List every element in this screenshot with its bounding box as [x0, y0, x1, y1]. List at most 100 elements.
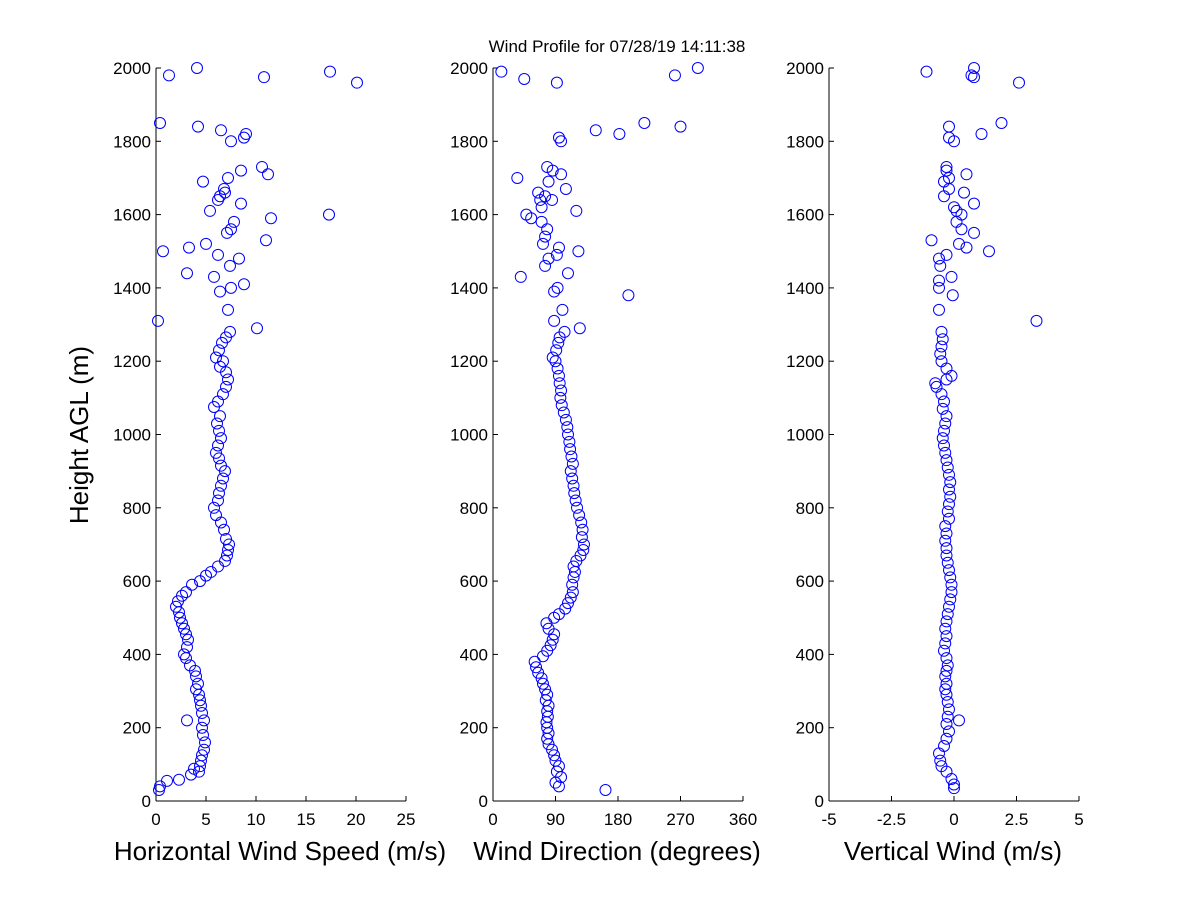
x-tick-label: 0 — [151, 810, 160, 829]
x-tick-label: -2.5 — [877, 810, 906, 829]
data-point — [940, 549, 953, 562]
data-point — [194, 694, 206, 707]
data-point — [960, 168, 973, 181]
data-point — [566, 586, 579, 599]
data-point — [572, 245, 585, 258]
data-point — [983, 245, 995, 258]
data-point — [557, 406, 570, 419]
data-point — [940, 664, 953, 677]
data-point — [556, 303, 569, 316]
data-point — [933, 747, 945, 760]
data-point — [943, 171, 955, 184]
data-point — [514, 270, 527, 283]
x-tick-label: 15 — [297, 810, 316, 829]
data-point — [567, 560, 580, 573]
data-point — [940, 248, 953, 261]
y-tick-label: 200 — [123, 719, 151, 738]
y-tick-label: 1800 — [113, 132, 151, 151]
data-point — [217, 355, 229, 368]
data-point — [943, 483, 955, 496]
y-tick-label: 2000 — [450, 59, 488, 78]
data-point — [968, 71, 980, 84]
data-point — [542, 622, 555, 635]
y-tick-label: 1400 — [450, 279, 488, 298]
data-point — [929, 377, 942, 390]
data-point — [933, 252, 945, 265]
data-point — [940, 677, 953, 690]
y-tick-label: 1800 — [786, 132, 824, 151]
data-point — [532, 666, 545, 679]
data-point — [213, 452, 225, 465]
data-point — [549, 355, 562, 368]
data-point — [941, 659, 954, 672]
data-point — [975, 127, 988, 140]
data-point — [225, 135, 237, 148]
data-point — [943, 564, 955, 577]
data-point — [943, 600, 955, 613]
data-point — [577, 543, 590, 556]
data-point — [215, 459, 227, 472]
data-point — [940, 718, 953, 731]
data-point — [181, 714, 193, 727]
y-tick-label: 600 — [123, 572, 151, 591]
data-point — [218, 523, 230, 536]
data-point — [178, 648, 190, 661]
data-point — [940, 454, 953, 467]
y-tick-label: 600 — [460, 572, 488, 591]
data-point — [534, 193, 547, 206]
data-point — [539, 230, 552, 243]
data-point — [192, 120, 204, 133]
data-point — [552, 336, 565, 349]
data-point — [224, 259, 236, 272]
data-point — [240, 127, 252, 140]
data-point — [943, 468, 955, 481]
data-point — [550, 76, 563, 89]
x-tick-label: 90 — [546, 810, 565, 829]
data-point — [575, 531, 588, 544]
data-point — [943, 725, 955, 738]
data-point — [161, 774, 173, 787]
data-point — [238, 278, 250, 291]
data-point — [564, 591, 577, 604]
y-tick-label: 2000 — [113, 59, 151, 78]
data-point — [943, 498, 955, 511]
data-point — [198, 743, 210, 756]
data-point — [184, 659, 196, 672]
data-point — [935, 355, 948, 368]
data-point — [190, 683, 202, 696]
data-point — [571, 501, 584, 514]
data-point — [939, 520, 952, 533]
data-point — [163, 69, 175, 82]
y-tick-label: 1400 — [786, 279, 824, 298]
data-point — [553, 377, 566, 390]
data-point — [546, 633, 559, 646]
data-point — [260, 234, 272, 247]
data-point — [570, 204, 583, 217]
data-point — [214, 410, 226, 423]
data-point — [217, 472, 229, 485]
data-point — [530, 661, 543, 674]
data-point — [208, 501, 220, 514]
data-point — [554, 391, 567, 404]
data-point — [555, 384, 568, 397]
y-tick-label: 800 — [460, 499, 488, 518]
data-point — [153, 784, 165, 797]
data-point — [215, 124, 227, 137]
data-point — [599, 784, 612, 797]
data-point — [157, 245, 169, 258]
data-point — [535, 215, 548, 228]
data-point — [936, 333, 949, 346]
data-point — [197, 175, 209, 188]
data-point — [228, 215, 240, 228]
data-point — [559, 413, 572, 426]
data-point — [222, 171, 234, 184]
data-point — [935, 388, 948, 401]
data-point — [256, 160, 268, 173]
data-point — [573, 509, 586, 522]
data-point — [950, 204, 963, 217]
data-point — [552, 241, 565, 254]
y-tick-label: 1200 — [786, 352, 824, 371]
data-point — [564, 465, 577, 478]
data-point — [258, 71, 270, 84]
data-point — [173, 773, 185, 786]
